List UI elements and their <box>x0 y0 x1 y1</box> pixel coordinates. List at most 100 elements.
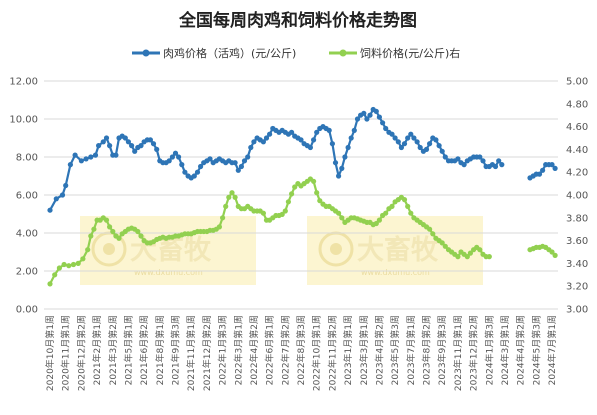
data-point[interactable] <box>132 148 138 154</box>
data-point[interactable] <box>326 127 332 133</box>
data-point[interactable] <box>172 150 179 156</box>
data-point[interactable] <box>282 208 288 214</box>
data-point[interactable] <box>59 192 66 198</box>
data-point[interactable] <box>549 249 555 255</box>
data-point[interactable] <box>138 233 144 239</box>
data-point[interactable] <box>329 141 335 147</box>
data-point[interactable] <box>194 169 201 175</box>
data-point[interactable] <box>380 120 386 126</box>
data-point[interactable] <box>367 112 373 118</box>
data-point[interactable] <box>83 156 89 162</box>
data-point[interactable] <box>477 154 483 160</box>
data-point[interactable] <box>223 203 229 209</box>
data-point[interactable] <box>486 254 492 260</box>
data-point[interactable] <box>383 210 389 216</box>
data-point[interactable] <box>88 154 94 160</box>
data-point[interactable] <box>100 139 106 145</box>
data-point[interactable] <box>417 144 423 151</box>
data-point[interactable] <box>260 139 266 145</box>
data-point[interactable] <box>216 224 222 230</box>
data-point[interactable] <box>135 228 141 235</box>
data-point[interactable] <box>78 158 84 164</box>
data-point[interactable] <box>289 129 295 135</box>
data-point[interactable] <box>52 272 58 278</box>
data-point[interactable] <box>122 135 128 141</box>
data-point[interactable] <box>339 215 345 221</box>
data-point[interactable] <box>238 163 244 170</box>
data-point[interactable] <box>480 158 486 164</box>
data-point[interactable] <box>361 110 367 116</box>
data-point[interactable] <box>91 226 97 232</box>
data-point[interactable] <box>113 152 119 158</box>
data-point[interactable] <box>179 162 185 168</box>
data-point[interactable] <box>351 127 357 133</box>
data-point[interactable] <box>342 154 348 160</box>
data-point[interactable] <box>103 217 110 223</box>
data-point[interactable] <box>138 143 144 149</box>
data-point[interactable] <box>245 154 251 160</box>
data-point[interactable] <box>260 210 266 216</box>
data-point[interactable] <box>110 228 116 235</box>
data-point[interactable] <box>401 141 408 147</box>
data-point[interactable] <box>292 184 298 190</box>
data-point[interactable] <box>389 131 395 137</box>
data-point[interactable] <box>427 226 433 232</box>
data-point[interactable] <box>207 156 213 162</box>
data-point[interactable] <box>232 160 238 166</box>
data-point[interactable] <box>536 171 543 177</box>
data-point[interactable] <box>235 167 241 173</box>
data-point[interactable] <box>345 144 351 151</box>
legend-item-chicken[interactable]: 肉鸡价格（活鸡）(元/公斤) <box>132 46 296 60</box>
data-point[interactable] <box>70 261 77 268</box>
data-point[interactable] <box>154 146 160 152</box>
data-point[interactable] <box>336 210 342 216</box>
data-point[interactable] <box>411 135 417 141</box>
data-point[interactable] <box>182 169 188 175</box>
data-point[interactable] <box>85 247 91 253</box>
data-point[interactable] <box>414 139 420 145</box>
data-point[interactable] <box>552 165 558 171</box>
data-point[interactable] <box>464 254 470 260</box>
data-point[interactable] <box>354 116 361 122</box>
data-point[interactable] <box>96 143 102 149</box>
data-point[interactable] <box>314 129 320 135</box>
data-point[interactable] <box>455 156 461 162</box>
data-point[interactable] <box>103 135 110 141</box>
data-point[interactable] <box>311 178 317 184</box>
data-point[interactable] <box>496 158 502 164</box>
data-point[interactable] <box>373 108 379 114</box>
data-point[interactable] <box>311 137 317 143</box>
data-point[interactable] <box>461 162 467 168</box>
data-point[interactable] <box>373 220 379 227</box>
data-point[interactable] <box>401 197 408 203</box>
data-point[interactable] <box>56 265 63 271</box>
data-point[interactable] <box>226 194 232 200</box>
data-point[interactable] <box>67 162 73 168</box>
data-point[interactable] <box>125 139 131 145</box>
data-point[interactable] <box>75 260 81 266</box>
data-point[interactable] <box>477 247 483 253</box>
data-point[interactable] <box>150 141 157 147</box>
data-point[interactable] <box>348 135 354 141</box>
data-point[interactable] <box>364 116 370 122</box>
data-point[interactable] <box>80 256 86 262</box>
data-point[interactable] <box>279 211 285 217</box>
data-point[interactable] <box>298 137 304 143</box>
data-point[interactable] <box>314 190 320 196</box>
data-point[interactable] <box>116 235 122 241</box>
data-point[interactable] <box>88 233 94 239</box>
data-point[interactable] <box>241 158 248 164</box>
data-point[interactable] <box>389 203 395 209</box>
data-point[interactable] <box>251 139 257 145</box>
data-point[interactable] <box>439 148 445 154</box>
data-point[interactable] <box>433 137 439 143</box>
data-point[interactable] <box>442 243 448 249</box>
data-point[interactable] <box>549 162 555 168</box>
data-point[interactable] <box>455 254 461 260</box>
data-point[interactable] <box>169 154 175 160</box>
data-point[interactable] <box>191 173 197 179</box>
data-point[interactable] <box>552 252 558 258</box>
data-point[interactable] <box>499 162 505 168</box>
data-point[interactable] <box>92 152 99 158</box>
data-point[interactable] <box>540 167 546 173</box>
